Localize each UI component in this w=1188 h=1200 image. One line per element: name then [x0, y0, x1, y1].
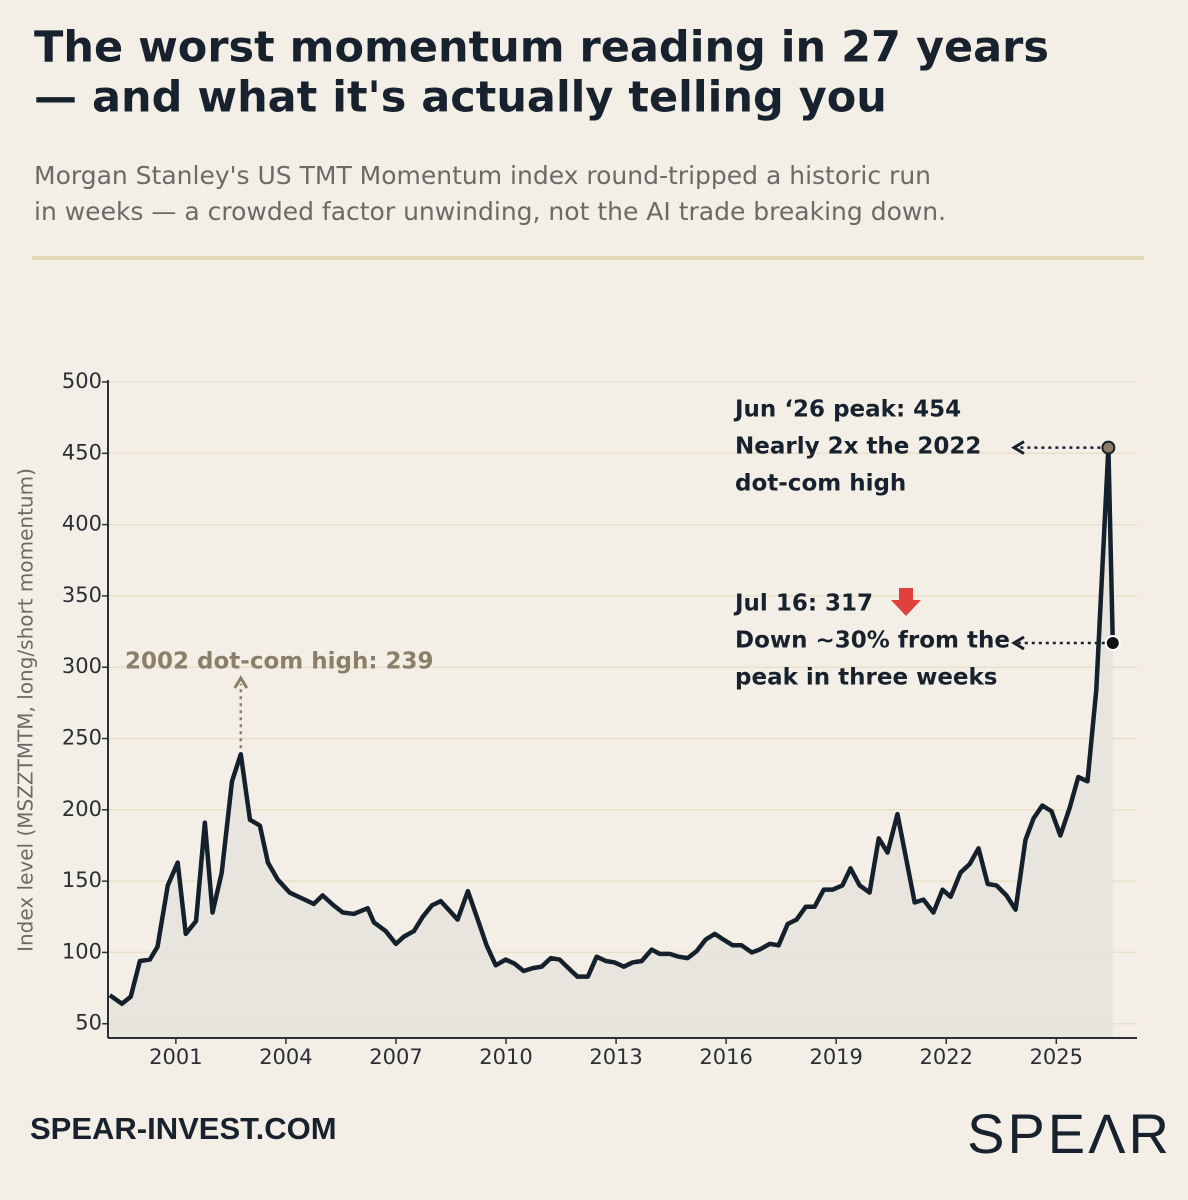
y-tick-label: 200	[62, 797, 102, 821]
x-tick-label: 2013	[589, 1045, 642, 1069]
annotation-text: Down ~30% from the	[735, 628, 1010, 654]
annotation-text: Jul 16: 317	[733, 591, 873, 617]
x-tick-label: 2025	[1030, 1045, 1083, 1069]
x-tick-label: 2019	[809, 1045, 862, 1069]
latest-marker	[1104, 634, 1121, 651]
x-tick-label: 2010	[479, 1045, 532, 1069]
arrowhead	[233, 675, 249, 689]
subtitle-line: in weeks — a crowded factor unwinding, n…	[34, 197, 946, 226]
plot: 50 100 150 200 250 300 350 400 450 500 2001 2004 200…	[62, 369, 1137, 1069]
y-tick-label: 50	[75, 1011, 102, 1035]
annotation-text: peak in three weeks	[735, 665, 998, 691]
x-tick-label: 2022	[920, 1045, 973, 1069]
peak-marker	[1101, 440, 1116, 455]
y-tick-label: 400	[62, 512, 102, 536]
x-tick-label: 2016	[699, 1045, 752, 1069]
y-tick-label: 350	[62, 583, 102, 607]
annotation-text: Jun ‘26 peak: 454	[733, 397, 961, 423]
y-tick-label: 500	[62, 369, 102, 393]
x-tick-label: 2004	[259, 1045, 312, 1069]
y-tick-label: 450	[62, 440, 102, 464]
down-arrow-icon	[891, 588, 921, 616]
subtitle-line: Morgan Stanley's US TMT Momentum index r…	[34, 161, 931, 190]
y-tick-label: 300	[62, 654, 102, 678]
annotation-text: Nearly 2x the 2022	[735, 434, 981, 460]
y-tick-label: 250	[62, 726, 102, 750]
y-axis-label: Index level (MSZZTMTM, long/short moment…	[14, 468, 38, 952]
footer-logo: SPEΛR	[967, 1102, 1172, 1165]
x-tick-label: 2007	[369, 1045, 422, 1069]
annotation-text: dot-com high	[735, 471, 906, 497]
title-line: The worst momentum reading in 27 years	[34, 23, 1049, 73]
y-tick-label: 150	[62, 868, 102, 892]
title-line: — and what it's actually telling you	[34, 73, 887, 123]
arrowhead	[1011, 635, 1025, 651]
footer-site: SPEAR-INVEST.COM	[30, 1111, 337, 1146]
area	[109, 447, 1113, 1039]
line	[108, 445, 1116, 1007]
x-tick-label: 2001	[149, 1045, 202, 1069]
arrowhead	[1011, 440, 1025, 455]
y-tick-label: 100	[62, 939, 102, 963]
annotation-text: 2002 dot-com high: 239	[125, 649, 434, 675]
